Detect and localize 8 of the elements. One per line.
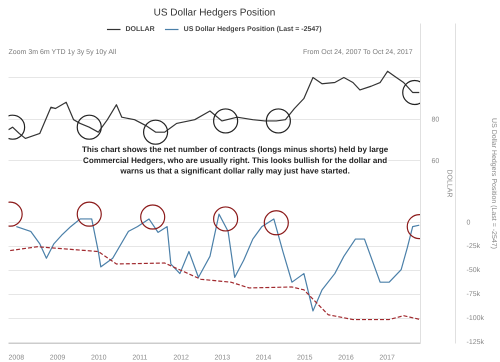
point (142, 120, 168, 145)
point (213, 108, 238, 134)
line-series (10, 246, 420, 320)
point (266, 108, 291, 134)
line-series (16, 214, 420, 312)
annotation: This chart shows the net number of contracts (longs minus shorts) held by large Commercial Hedgers, who are usually right. This looks bullish for the dollar and warns us that a significant dollar rally may just have started. (82, 145, 389, 176)
line-series (8, 70, 420, 140)
chart-title: US Dollar Hedgers Position (154, 8, 276, 18)
